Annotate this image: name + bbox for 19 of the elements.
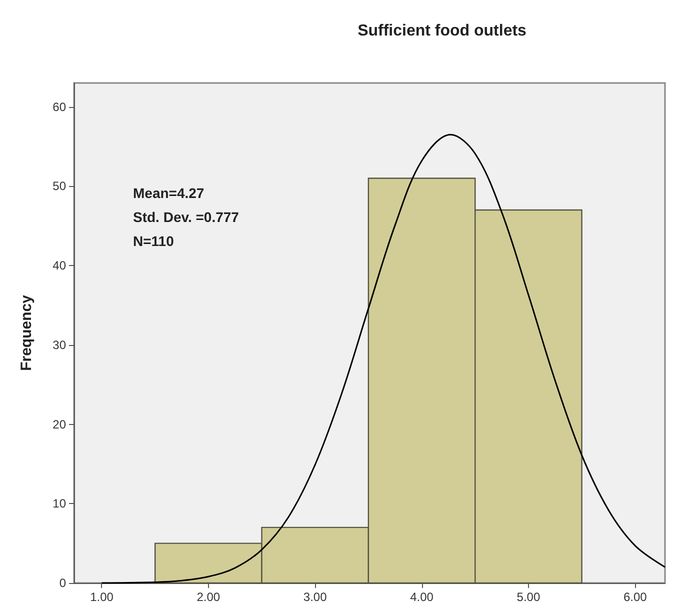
x-tick-label: 1.00 xyxy=(90,590,114,604)
y-axis-title: Frequency xyxy=(18,294,35,371)
annotation: N=110 xyxy=(133,233,174,249)
x-tick-label: 4.00 xyxy=(410,590,434,604)
y-tick-label: 40 xyxy=(52,258,66,273)
y-tick-label: 0 xyxy=(59,576,66,590)
y-tick-label: 30 xyxy=(52,338,66,352)
x-tick-label: 6.00 xyxy=(623,590,648,604)
chart-title: Sufficient food outlets xyxy=(358,22,527,40)
annotation: Std. Dev. =0.777 xyxy=(133,209,240,225)
x-tick-label: 5.00 xyxy=(516,590,540,604)
x-tick-label: 3.00 xyxy=(303,590,328,604)
x-tick-label: 2.00 xyxy=(196,590,220,604)
annotation: Mean=4.27 xyxy=(133,185,204,201)
y-tick-label: 10 xyxy=(52,496,66,511)
line-series xyxy=(100,134,666,584)
y-tick-label: 50 xyxy=(52,179,66,194)
y-tick-label: 20 xyxy=(52,417,66,432)
y-tick-label: 60 xyxy=(52,100,66,114)
